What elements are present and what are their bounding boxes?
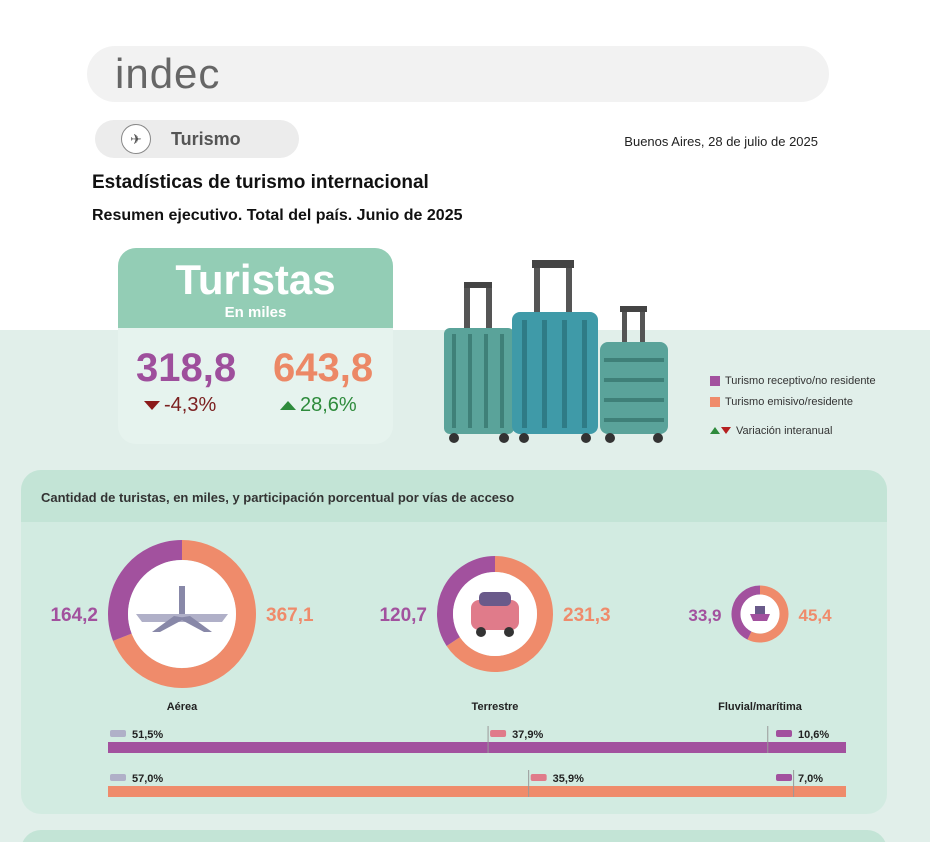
share-label-0-2: 10,6% (798, 729, 829, 741)
car-wheel-icon (504, 627, 514, 637)
variation-arrows-icon (710, 427, 731, 434)
share-bar-1 (108, 786, 846, 797)
donut-label-emissive-1: 231,3 (563, 605, 611, 626)
donut-label-emissive-2: 45,4 (799, 606, 833, 625)
page-title: Estadísticas de turismo internacional (92, 172, 429, 193)
donut-slice-receptive-1 (437, 556, 496, 646)
legend-swatch-receptive (710, 375, 720, 386)
receptive-variation: -4,3% (144, 394, 216, 417)
donut-label-receptive-1: 120,7 (379, 605, 427, 626)
share-label-1-1: 35,9% (553, 773, 584, 785)
arrow-down-icon (144, 401, 160, 410)
donut-slice-emissive-1 (446, 556, 553, 672)
airplane-wing-icon (152, 616, 186, 632)
share-label-0-0: 51,5% (132, 729, 163, 741)
donut-label-receptive-0: 164,2 (50, 605, 98, 626)
suitcase-right-icon (600, 306, 668, 443)
tourists-card-title: Turistas (175, 256, 336, 303)
ship-mini-icon (776, 730, 792, 737)
emissive-total: 643,8 (273, 346, 374, 390)
share-label-1-0: 57,0% (132, 773, 163, 785)
arrow-up-icon (280, 401, 296, 410)
access-routes-panel: Cantidad de turistas, en miles, y partic… (21, 470, 887, 814)
emissive-variation: 28,6% (280, 394, 357, 417)
receptive-variation-value: -4,3% (164, 394, 217, 416)
donut-slice-emissive-2 (747, 585, 789, 643)
ship-icon (750, 614, 770, 621)
car-icon (471, 600, 519, 630)
category-label-2: Fluvial/marítima (718, 701, 803, 713)
legend-label-receptive: Turismo receptivo/no residente (725, 374, 876, 387)
plane-mini-icon (110, 730, 126, 737)
legend-item-emissive: Turismo emisivo/residente (710, 391, 876, 412)
car-mini-icon (530, 774, 547, 781)
section-pill: ✈ Turismo (95, 120, 299, 158)
legend-swatch-emissive (710, 396, 720, 407)
access-routes-chart: 164,2 367,1 Aérea 120,7 231,3 Terrestre 33,9 45… (50, 540, 846, 797)
legend-label-emissive: Turismo emisivo/residente (725, 395, 853, 408)
share-label-0-1: 37,9% (512, 729, 543, 741)
car-window-icon (479, 592, 511, 606)
receptive-total: 318,8 (136, 346, 237, 390)
emissive-variation-value: 28,6% (300, 394, 357, 416)
legend-label-variation: Variación interanual (736, 424, 833, 437)
car-mini-icon (490, 730, 507, 737)
plane-icon: ✈ (121, 124, 151, 154)
header-bar: indec (87, 46, 829, 102)
chart-title: Cantidad de turistas, en miles, y partic… (41, 490, 515, 505)
next-panel (21, 830, 887, 842)
plane-mini-icon (110, 774, 126, 781)
donut-label-emissive-0: 367,1 (266, 605, 314, 626)
share-label-1-2: 7,0% (798, 773, 823, 785)
category-label-0: Aérea (167, 701, 198, 713)
ship-cabin-icon (755, 606, 765, 614)
airplane-wing-icon (178, 616, 212, 632)
date-line: Buenos Aires, 28 de julio de 2025 (624, 134, 818, 149)
suitcases-illustration (444, 260, 668, 443)
donut-slice-receptive-0 (108, 540, 183, 641)
legend-item-receptive: Turismo receptivo/no residente (710, 370, 876, 391)
airplane-tail-icon (179, 586, 185, 614)
donut-slice-receptive-2 (731, 585, 761, 640)
ship-mini-icon (776, 774, 792, 781)
share-bar-0 (108, 742, 846, 753)
tourists-card-header: Turistas En miles (118, 248, 393, 328)
category-label-1: Terrestre (472, 701, 519, 713)
indec-logo: indec (115, 50, 221, 97)
tourists-card-unit: En miles (224, 304, 287, 321)
car-wheel-icon (476, 627, 486, 637)
page-subtitle: Resumen ejecutivo. Total del país. Junio… (92, 207, 463, 224)
section-label: Turismo (171, 129, 241, 149)
legend-item-variation: Variación interanual (710, 420, 876, 441)
donut-label-receptive-2: 33,9 (688, 606, 721, 625)
tourists-card: Turistas En miles 318,8 643,8 -4,3% 28,6… (118, 248, 393, 444)
legend: Turismo receptivo/no residente Turismo e… (710, 370, 876, 441)
suitcase-left-icon (444, 282, 514, 443)
access-routes-panel-header: Cantidad de turistas, en miles, y partic… (21, 470, 887, 522)
suitcase-center-icon (512, 260, 598, 443)
donut-slice-emissive-0 (113, 540, 256, 688)
